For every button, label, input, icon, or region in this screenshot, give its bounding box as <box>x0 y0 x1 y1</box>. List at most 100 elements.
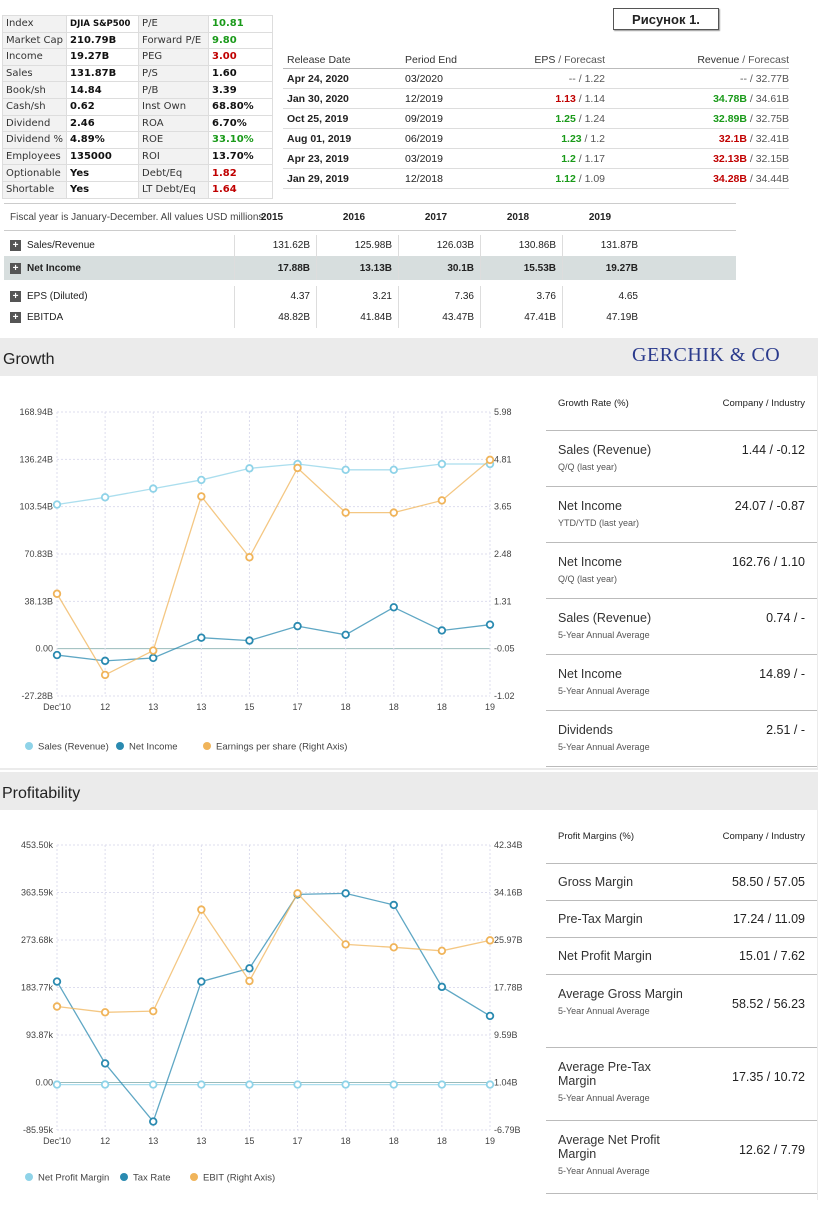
data-point[interactable] <box>197 492 206 501</box>
data-point[interactable] <box>197 1080 206 1089</box>
data-point[interactable] <box>197 475 206 485</box>
stat-value: 33.10% <box>208 131 274 149</box>
data-point[interactable] <box>100 1008 110 1017</box>
data-point[interactable] <box>389 603 398 612</box>
data-point[interactable] <box>293 1080 302 1089</box>
data-point[interactable] <box>389 465 398 475</box>
data-point[interactable] <box>437 946 447 956</box>
data-point[interactable] <box>52 589 62 598</box>
fiscal-value: 4.65 <box>562 286 644 307</box>
fiscal-value: 48.82B <box>234 307 316 328</box>
legend-label[interactable]: Net Income <box>129 742 178 753</box>
data-point[interactable] <box>149 653 158 663</box>
data-point[interactable] <box>341 889 350 898</box>
data-point[interactable] <box>52 500 62 509</box>
eps-value: 1.23 / 1.2 <box>561 132 605 145</box>
stat-label: P/E <box>138 15 210 33</box>
right-axis-tick: -0.05 <box>494 644 515 654</box>
data-point[interactable] <box>485 1011 495 1021</box>
data-point[interactable] <box>485 455 495 465</box>
data-point[interactable] <box>485 620 495 629</box>
data-point[interactable] <box>293 463 302 473</box>
stat-label: Shortable <box>1 180 68 199</box>
data-point[interactable] <box>197 633 206 642</box>
data-point[interactable] <box>485 1080 495 1089</box>
expand-icon[interactable]: + <box>10 291 21 302</box>
data-point[interactable] <box>389 1080 398 1089</box>
fiscal-value: 15.53B <box>480 256 562 280</box>
data-point[interactable] <box>52 650 62 660</box>
data-point[interactable] <box>389 900 398 910</box>
metric-value: 15.01 / 7.62 <box>738 949 805 963</box>
data-point[interactable] <box>341 508 350 517</box>
data-point[interactable] <box>437 982 447 992</box>
data-point[interactable] <box>341 1080 350 1089</box>
data-point[interactable] <box>52 1080 62 1089</box>
left-axis-tick: 168.94B <box>19 407 53 417</box>
data-point[interactable] <box>437 496 447 505</box>
revenue-forecast: 34.61B <box>755 92 789 105</box>
data-point[interactable] <box>437 1080 447 1089</box>
revenue-actual: -- <box>739 72 747 85</box>
release-date: Oct 25, 2019 <box>287 112 349 125</box>
data-point[interactable] <box>100 493 110 502</box>
metric-item: Net Profit Margin 15.01 / 7.62 <box>546 938 817 975</box>
data-point[interactable] <box>245 553 254 562</box>
data-point[interactable] <box>245 636 254 645</box>
legend-label[interactable]: Net Profit Margin <box>38 1173 109 1184</box>
expand-icon[interactable]: + <box>10 262 21 274</box>
fiscal-row[interactable]: + Net Income 17.88B 13.13B 30.1B 15.53B 19.27B <box>4 256 736 280</box>
series-line <box>56 463 490 506</box>
x-axis-tick: 17 <box>293 1136 303 1146</box>
fiscal-row[interactable]: + EPS (Diluted) 4.37 3.21 7.36 3.76 4.65 <box>4 286 736 307</box>
fiscal-value: 43.47B <box>398 307 480 328</box>
data-point[interactable] <box>100 1080 110 1089</box>
data-point[interactable] <box>341 630 350 640</box>
metric-period: 5-Year Annual Average <box>558 742 650 752</box>
data-point[interactable] <box>149 1117 158 1126</box>
data-point[interactable] <box>100 670 110 680</box>
data-point[interactable] <box>197 977 206 986</box>
legend-label[interactable]: Earnings per share (Right Axis) <box>216 742 347 753</box>
x-axis-tick: 13 <box>196 702 206 712</box>
data-point[interactable] <box>245 964 254 973</box>
fiscal-row[interactable]: + Sales/Revenue 131.62B 125.98B 126.03B 130.8… <box>4 235 736 256</box>
x-axis-tick: 19 <box>485 702 495 712</box>
data-point[interactable] <box>52 977 62 986</box>
data-point[interactable] <box>149 1006 158 1016</box>
data-point[interactable] <box>341 465 350 475</box>
data-point[interactable] <box>245 976 254 986</box>
fiscal-row[interactable]: + EBITDA 48.82B 41.84B 43.47B 47.41B 47.19B <box>4 307 736 328</box>
stat-label: ROE <box>138 131 210 149</box>
metric-period: 5-Year Annual Average <box>558 1166 650 1176</box>
data-point[interactable] <box>197 905 206 914</box>
stat-value: 6.70% <box>208 114 274 133</box>
legend-label[interactable]: EBIT (Right Axis) <box>203 1173 275 1184</box>
fiscal-value: 3.76 <box>480 286 562 307</box>
legend-label[interactable]: Sales (Revenue) <box>38 742 109 753</box>
data-point[interactable] <box>389 943 398 952</box>
stat-value: 4.89% <box>66 131 140 149</box>
expand-icon[interactable]: + <box>10 312 21 323</box>
data-point[interactable] <box>149 1080 158 1089</box>
data-point[interactable] <box>149 484 158 493</box>
data-point[interactable] <box>437 459 447 469</box>
data-point[interactable] <box>389 508 398 517</box>
data-point[interactable] <box>100 1059 110 1068</box>
data-point[interactable] <box>485 936 495 945</box>
data-point[interactable] <box>293 889 302 898</box>
metric-item: Average Pre-Tax Margin 5-Year Annual Aver… <box>546 1048 817 1121</box>
data-point[interactable] <box>437 626 447 635</box>
expand-icon[interactable]: + <box>10 240 21 251</box>
metric-name: Average Net Profit Margin <box>558 1133 660 1161</box>
eps-value: 1.13 / 1.14 <box>555 92 605 105</box>
legend-label[interactable]: Tax Rate <box>133 1173 171 1184</box>
data-point[interactable] <box>245 1080 254 1089</box>
data-point[interactable] <box>149 646 158 655</box>
data-point[interactable] <box>52 1002 62 1011</box>
data-point[interactable] <box>341 940 350 949</box>
stat-label: Market Cap <box>1 31 68 50</box>
data-point[interactable] <box>100 656 110 666</box>
data-point[interactable] <box>293 621 302 631</box>
data-point[interactable] <box>245 464 254 473</box>
